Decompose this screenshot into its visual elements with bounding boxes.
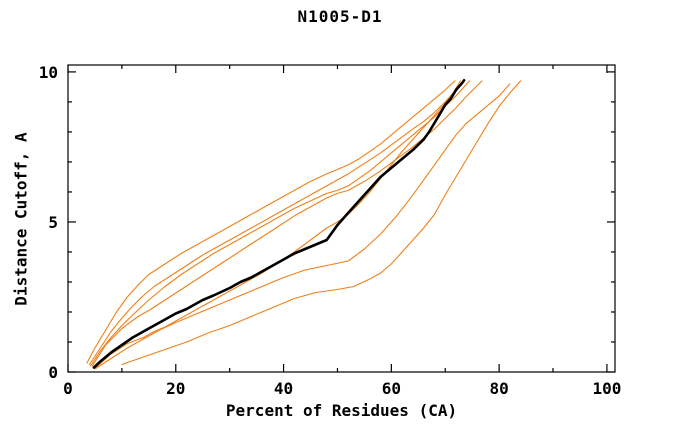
model-curve-6 (94, 83, 511, 370)
model-curve-4 (91, 80, 483, 367)
model-curve-1 (86, 80, 456, 364)
plot-border (67, 64, 616, 373)
reference-curve (92, 79, 466, 369)
x-tick-label: 100 (592, 379, 621, 398)
model-curve-5 (94, 80, 461, 369)
y-tick-label: 10 (39, 63, 58, 82)
y-tick-label: 0 (48, 363, 58, 382)
y-tick-label: 5 (48, 213, 58, 232)
x-tick-label: 20 (166, 379, 185, 398)
model-curve-3 (90, 80, 471, 367)
x-tick-label: 0 (63, 379, 73, 398)
x-tick-label: 80 (490, 379, 509, 398)
y-axis-label: Distance Cutoff, A (11, 132, 31, 306)
x-tick-label: 40 (274, 379, 293, 398)
model-curve-7 (121, 80, 522, 366)
x-axis-label: Percent of Residues (CA) (225, 401, 458, 420)
chart-title: N1005-D1 (297, 7, 383, 26)
model-curve-2 (89, 81, 462, 366)
x-tick-label: 60 (382, 379, 401, 398)
